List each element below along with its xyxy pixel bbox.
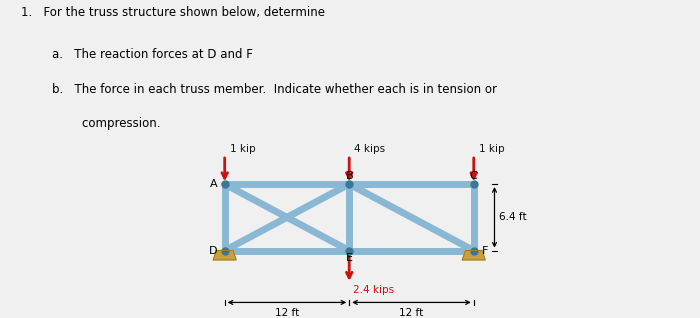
Text: 1 kip: 1 kip [230,144,256,154]
Text: C: C [470,171,477,181]
Text: b.   The force in each truss member.  Indicate whether each is in tension or: b. The force in each truss member. Indic… [52,83,498,96]
Text: F: F [482,245,489,256]
Text: D: D [209,245,218,256]
Text: 6.4 ft: 6.4 ft [498,212,526,222]
Text: B: B [345,171,353,181]
Text: A: A [209,179,217,189]
Text: 1.   For the truss structure shown below, determine: 1. For the truss structure shown below, … [21,6,325,19]
Text: E: E [346,253,353,263]
Text: 12 ft: 12 ft [275,308,299,318]
Polygon shape [214,251,236,260]
Polygon shape [462,251,485,260]
Text: 1 kip: 1 kip [479,144,505,154]
Text: 12 ft: 12 ft [400,308,424,318]
Text: 4 kips: 4 kips [354,144,386,154]
Text: compression.: compression. [52,117,161,130]
Text: a.   The reaction forces at D and F: a. The reaction forces at D and F [52,48,253,61]
Text: 2.4 kips: 2.4 kips [354,285,395,295]
